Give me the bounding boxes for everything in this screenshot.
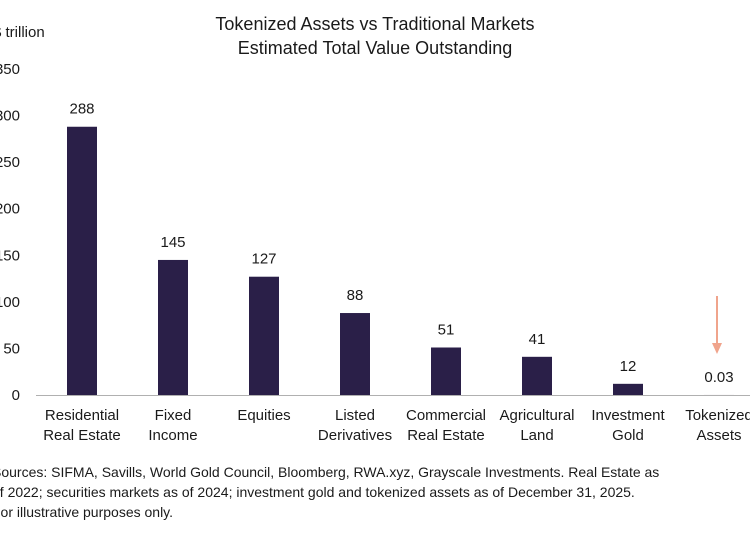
bar — [522, 356, 552, 395]
category-label: Investment Gold — [591, 407, 665, 444]
data-label: 127 — [251, 251, 276, 268]
footnote-line-1: Sources: SIFMA, Savills, World Gold Coun… — [0, 464, 660, 480]
data-label: 12 — [620, 358, 637, 375]
category-label: Listed Derivatives — [318, 407, 392, 444]
bar — [340, 313, 370, 395]
bar — [67, 126, 97, 396]
bar — [431, 347, 461, 395]
bar-chart: Tokenized Assets vs Traditional Markets … — [0, 14, 750, 444]
data-label: 145 — [160, 234, 185, 251]
data-label: 0.03 — [704, 369, 733, 386]
y-tick-label: 50 — [3, 340, 20, 357]
category-label: Commercial Real Estate — [406, 407, 486, 444]
data-label: 51 — [438, 321, 455, 338]
chart-subtitle: Estimated Total Value Outstanding — [238, 38, 513, 58]
bar — [158, 259, 188, 395]
category-label: Agricultural Land — [499, 407, 574, 444]
y-axis-unit-label: $ trillion — [0, 24, 45, 41]
data-label: 41 — [529, 331, 546, 348]
category-label: Tokenized Assets — [685, 407, 750, 444]
y-axis-ticks: 0 50 100 150 200 250 300 350 — [0, 61, 20, 404]
category-labels: Residential Real Estate Fixed Income Equitie… — [43, 407, 750, 444]
bar — [249, 276, 279, 395]
bars — [67, 126, 734, 396]
y-tick-label: 250 — [0, 154, 20, 171]
down-arrow-annotation — [712, 296, 722, 354]
category-label: Fixed Income — [148, 407, 197, 444]
category-label: Residential Real Estate — [43, 407, 121, 444]
category-label: Equities — [237, 407, 290, 424]
bar — [613, 383, 643, 395]
y-tick-label: 100 — [0, 294, 20, 311]
y-tick-label: 0 — [12, 387, 20, 404]
footnote-line-3: For illustrative purposes only. — [0, 504, 174, 520]
y-tick-label: 300 — [0, 108, 20, 125]
chart-title: Tokenized Assets vs Traditional Markets — [215, 14, 534, 34]
y-tick-label: 150 — [0, 247, 20, 264]
y-tick-label: 350 — [0, 61, 20, 78]
data-labels: 288 145 127 88 51 41 12 0.03 — [69, 101, 733, 386]
footnote-line-2: of 2022; securities markets as of 2024; … — [0, 484, 635, 500]
data-label: 288 — [69, 101, 94, 118]
data-label: 88 — [347, 287, 364, 304]
y-tick-label: 200 — [0, 201, 20, 218]
arrow-head — [712, 343, 722, 354]
